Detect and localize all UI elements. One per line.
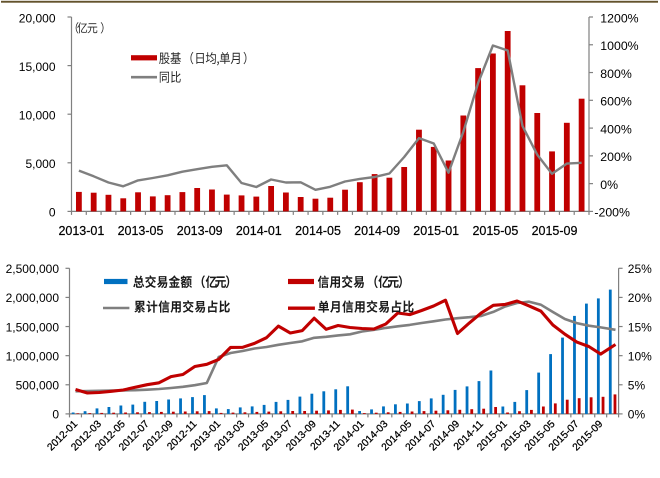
svg-text:2014-09: 2014-09 [354, 224, 400, 238]
svg-text:2015-05: 2015-05 [472, 224, 518, 238]
svg-text:2013-01: 2013-01 [58, 224, 104, 238]
svg-text:-200%: -200% [594, 206, 630, 220]
svg-text:2013-09: 2013-09 [177, 224, 223, 238]
svg-text:1,000,000: 1,000,000 [6, 350, 60, 364]
svg-text:500,000: 500,000 [16, 379, 60, 393]
svg-text:2,000,000: 2,000,000 [6, 291, 60, 305]
svg-text:1200%: 1200% [600, 11, 638, 25]
svg-text:20,000: 20,000 [19, 11, 56, 25]
svg-text:200%: 200% [600, 150, 632, 164]
svg-text:10%: 10% [628, 350, 652, 364]
svg-text:5,000: 5,000 [25, 157, 55, 171]
svg-text:5%: 5% [628, 379, 646, 393]
svg-text:0: 0 [49, 206, 56, 220]
svg-text:0: 0 [52, 408, 59, 422]
svg-text:0%: 0% [600, 178, 618, 192]
svg-text:15%: 15% [628, 320, 652, 334]
svg-text:25%: 25% [628, 262, 652, 276]
svg-text:800%: 800% [600, 67, 632, 81]
svg-text:10,000: 10,000 [19, 109, 56, 123]
svg-text:15,000: 15,000 [19, 60, 56, 74]
svg-text:1,500,000: 1,500,000 [6, 320, 60, 334]
svg-text:2015-09: 2015-09 [532, 224, 578, 238]
svg-text:2014-01: 2014-01 [236, 224, 282, 238]
svg-text:2015-01: 2015-01 [413, 224, 459, 238]
svg-text:2014-05: 2014-05 [295, 224, 341, 238]
svg-text:0%: 0% [628, 408, 646, 422]
svg-text:2,500,000: 2,500,000 [6, 262, 60, 276]
svg-text:20%: 20% [628, 291, 652, 305]
svg-text:400%: 400% [600, 122, 632, 136]
svg-text:1000%: 1000% [600, 39, 638, 53]
svg-text:2013-05: 2013-05 [118, 224, 164, 238]
svg-text:600%: 600% [600, 95, 632, 109]
